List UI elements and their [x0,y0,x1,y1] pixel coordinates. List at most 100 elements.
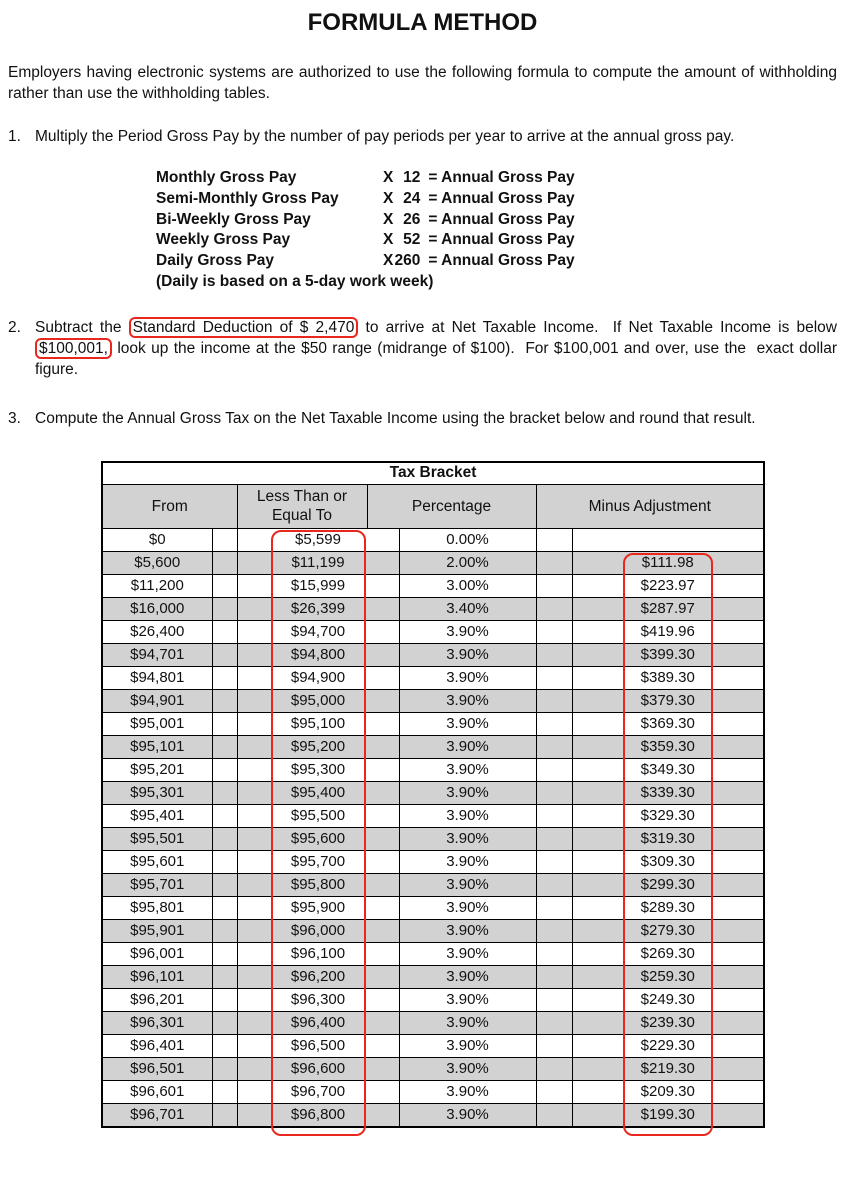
spacer-cell [211,596,238,621]
cell-from: $5,600 [101,550,213,575]
pay-period-factor: 52 [403,231,421,249]
cell-from: $96,701 [101,1102,213,1128]
cell-less-than-or-equal-to: $94,900 [236,665,400,690]
spacer-cell [211,527,238,552]
cell-minus-adjustment: $419.96 [571,619,765,644]
tax-bracket-row: $16,000 $26,399 3.40% $287.97 [101,596,765,621]
spacer-cell [535,964,573,989]
cell-from: $95,901 [101,918,213,943]
cell-from: $94,801 [101,665,213,690]
cell-minus-adjustment: $249.30 [571,987,765,1012]
cell-minus-adjustment: $239.30 [571,1010,765,1035]
cell-minus-adjustment: $287.97 [571,596,765,621]
spacer-cell [535,550,573,575]
cell-from: $16,000 [101,596,213,621]
tax-bracket-row: $95,701 $95,800 3.90% $299.30 [101,872,765,897]
cell-minus-adjustment: $223.97 [571,573,765,598]
tax-bracket-row: $11,200 $15,999 3.00% $223.97 [101,573,765,598]
pay-period-label: Daily Gross Pay [156,252,275,270]
cell-minus-adjustment: $199.30 [571,1102,765,1128]
cell-minus-adjustment: $389.30 [571,665,765,690]
cell-percentage: 0.00% [398,527,537,552]
pay-period-factor: 26 [403,210,421,228]
cell-percentage: 3.90% [398,1102,537,1128]
cell-from: $94,701 [101,642,213,667]
cell-less-than-or-equal-to: $95,300 [236,757,400,782]
column-header-percentage: Percentage [366,483,537,529]
cell-less-than-or-equal-to: $95,400 [236,780,400,805]
cell-less-than-or-equal-to: $96,400 [236,1010,400,1035]
item-number: 1. [8,128,21,145]
cell-percentage: 3.90% [398,803,537,828]
cell-from: $95,501 [101,826,213,851]
tax-bracket-row: $96,101 $96,200 3.90% $259.30 [101,964,765,989]
tax-bracket-row: $96,601 $96,700 3.90% $209.30 [101,1079,765,1104]
cell-minus-adjustment [571,527,765,552]
cell-minus-adjustment: $269.30 [571,941,765,966]
cell-less-than-or-equal-to: $11,199 [236,550,400,575]
spacer-cell [211,1102,238,1128]
cell-less-than-or-equal-to: $15,999 [236,573,400,598]
cell-less-than-or-equal-to: $95,600 [236,826,400,851]
cell-less-than-or-equal-to: $96,000 [236,918,400,943]
pay-period-label: Semi-Monthly Gross Pay [156,189,339,207]
cell-from: $96,301 [101,1010,213,1035]
item-text: Compute the Annual Gross Tax on the Net … [35,409,756,427]
cell-percentage: 3.90% [398,1056,537,1081]
tax-bracket-row: $95,301 $95,400 3.90% $339.30 [101,780,765,805]
cell-less-than-or-equal-to: $96,200 [236,964,400,989]
cell-less-than-or-equal-to: $95,000 [236,688,400,713]
multiply-symbol: X [383,252,394,270]
pay-period-row: Monthly Gross Pay X 12 = Annual Gross Pay [156,168,837,189]
cell-percentage: 3.90% [398,941,537,966]
page-title: FORMULA METHOD [307,9,538,36]
cell-less-than-or-equal-to: $96,300 [236,987,400,1012]
spacer-cell [211,665,238,690]
cell-less-than-or-equal-to: $26,399 [236,596,400,621]
cell-less-than-or-equal-to: $96,500 [236,1033,400,1058]
spacer-cell [211,826,238,851]
tax-bracket-body: $0 $5,599 0.00% $5,600 $11,199 2.00% $111.98 $1… [101,527,765,1128]
cell-percentage: 3.90% [398,895,537,920]
tax-bracket-row: $96,301 $96,400 3.90% $239.30 [101,1010,765,1035]
cell-less-than-or-equal-to: $95,100 [236,711,400,736]
cell-less-than-or-equal-to: $96,700 [236,1079,400,1104]
spacer-cell [535,1102,573,1128]
pay-period-factor: 12 [403,169,421,186]
spacer-cell [211,987,238,1012]
spacer-cell [211,642,238,667]
spacer-cell [535,987,573,1012]
spacer-cell [535,688,573,713]
spacer-cell [535,941,573,966]
equals-annual-gross-pay: = Annual Gross Pay [428,231,575,249]
cell-percentage: 3.90% [398,1033,537,1058]
equals-annual-gross-pay: = Annual Gross Pay [428,169,575,186]
cell-from: $0 [101,527,213,552]
cell-percentage: 3.90% [398,757,537,782]
spacer-cell [535,619,573,644]
spacer-cell [535,780,573,805]
multiply-symbol: X [383,189,394,207]
spacer-cell [535,1079,573,1104]
item2-text-segment: to arrive at Net Taxable Income. If Net … [358,318,842,336]
tax-bracket-row: $95,601 $95,700 3.90% $309.30 [101,849,765,874]
cell-minus-adjustment: $111.98 [571,550,765,575]
spacer-cell [211,1056,238,1081]
cell-percentage: 3.90% [398,619,537,644]
equals-annual-gross-pay: = Annual Gross Pay [428,210,575,228]
cell-from: $95,001 [101,711,213,736]
pay-period-label: Bi-Weekly Gross Pay [156,210,311,228]
cell-percentage: 3.90% [398,688,537,713]
tax-bracket-row: $96,201 $96,300 3.90% $249.30 [101,987,765,1012]
spacer-cell [211,803,238,828]
tax-bracket-wrap: Tax Bracket From Less Than or Equal To P… [101,460,766,1136]
cell-from: $95,801 [101,895,213,920]
item2-text-segment: Subtract the [35,318,129,336]
cell-minus-adjustment: $309.30 [571,849,765,874]
document-content: FORMULA METHOD Employers having electron… [0,8,845,1136]
cell-less-than-or-equal-to: $95,800 [236,872,400,897]
spacer-cell [211,734,238,759]
cell-from: $94,901 [101,688,213,713]
cell-percentage: 3.90% [398,918,537,943]
cell-minus-adjustment: $299.30 [571,872,765,897]
